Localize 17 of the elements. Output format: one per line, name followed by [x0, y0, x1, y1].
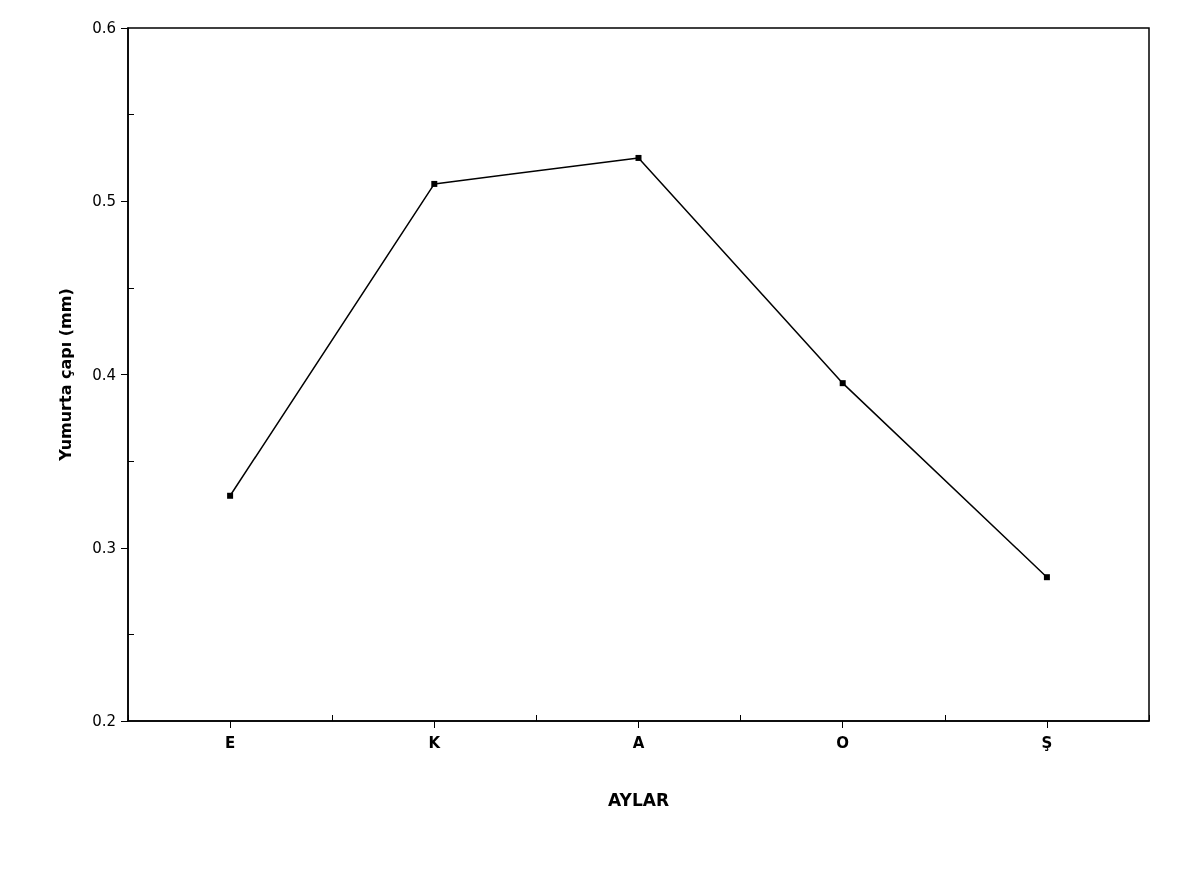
x-tick-label: A: [632, 733, 645, 752]
point: [1043, 574, 1050, 581]
y-tick-label: 0.4: [92, 365, 116, 384]
y-tick-label: 0.5: [92, 192, 116, 211]
y-tick-label: 0.3: [92, 538, 116, 557]
point: [227, 492, 234, 499]
y-tick-label: 0.6: [92, 19, 116, 37]
point: [431, 180, 438, 187]
point: [839, 380, 846, 387]
x-tick-label: K: [428, 733, 442, 752]
y-tick-label: 0.2: [92, 712, 116, 730]
x-axis-title: AYLAR: [608, 789, 669, 810]
x-tick-label: E: [224, 733, 236, 752]
x-tick-label: Ş: [1041, 733, 1053, 752]
x-tick-label: O: [836, 733, 850, 752]
point: [635, 154, 642, 161]
y-axis-title: Yumurta çapı (mm): [55, 288, 75, 462]
